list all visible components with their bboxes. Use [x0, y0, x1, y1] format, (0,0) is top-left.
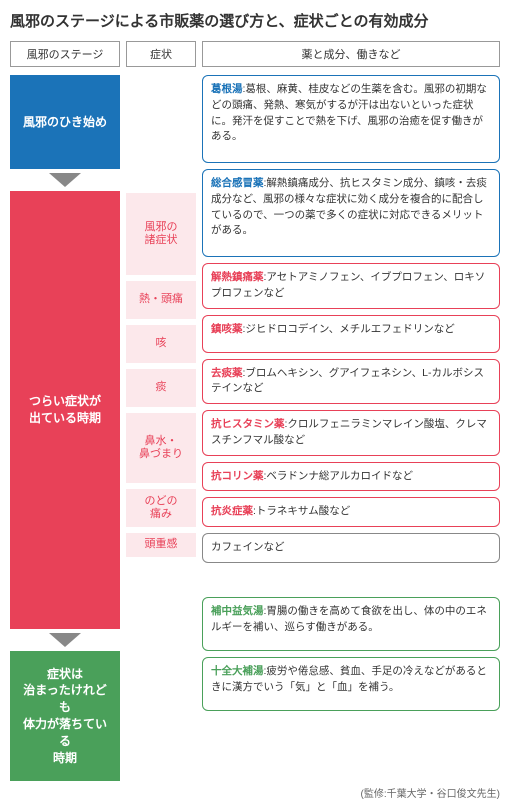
stage-box: 症状は 治まったけれども 体力が落ちている 時期	[10, 651, 120, 781]
medicine-name: 葛根湯	[211, 83, 243, 95]
column-headers: 風邪のステージ 症状 薬と成分、働きなど	[10, 41, 500, 67]
medicine-name: 補中益気湯	[211, 605, 264, 617]
medicine-desc: :トラネキサム酸など	[253, 505, 350, 517]
spacer	[202, 569, 500, 597]
symptom-box: 咳	[126, 325, 196, 363]
medicine-desc: :ジヒドロコデイン、メチルエフェドリンなど	[243, 323, 455, 335]
stage-box: つらい症状が 出ている時期	[10, 191, 120, 629]
arrow-down-icon	[49, 633, 81, 647]
spacer	[126, 75, 196, 169]
arrow-down-icon	[49, 173, 81, 187]
medicine-name: 抗ヒスタミン薬	[211, 418, 285, 430]
symptom-box: 鼻水・ 鼻づまり	[126, 413, 196, 483]
medicine-name: 去痰薬	[211, 367, 243, 379]
stage-box: 風邪のひき始め	[10, 75, 120, 169]
medicine-box: 解熱鎮痛薬:アセトアミノフェン、イブプロフェン、ロキソプロフェンなど	[202, 263, 500, 309]
spacer	[126, 563, 196, 723]
medicine-name: 十全大補湯	[211, 665, 264, 677]
medicine-desc: :ベラドンナ総アルカロイドなど	[264, 470, 414, 482]
credit-text: (監修:千葉大学・谷口俊文先生)	[10, 785, 500, 800]
medicine-box: 総合感冒薬:解熱鎮痛成分、抗ヒスタミン成分、鎮咳・去痰成分など、風邪の様々な症状…	[202, 169, 500, 257]
symptom-column: 風邪の 諸症状熱・頭痛咳痰鼻水・ 鼻づまりのどの 痛み頭重感	[126, 75, 196, 781]
stage-column: 風邪のひき始めつらい症状が 出ている時期症状は 治まったけれども 体力が落ちてい…	[10, 75, 120, 781]
spacer	[126, 169, 196, 193]
header-stage: 風邪のステージ	[10, 41, 120, 67]
symptom-box: 風邪の 諸症状	[126, 193, 196, 275]
medicine-column: 葛根湯:葛根、麻黄、桂皮などの生薬を含む。風邪の初期などの頭痛、発熱、寒気がする…	[202, 75, 500, 781]
medicine-box: 抗コリン薬:ベラドンナ総アルカロイドなど	[202, 462, 500, 492]
medicine-name: 抗炎症薬	[211, 505, 253, 517]
medicine-desc: :葛根、麻黄、桂皮などの生薬を含む。風邪の初期などの頭痛、発熱、寒気がするが汗は…	[211, 83, 487, 142]
medicine-box: 葛根湯:葛根、麻黄、桂皮などの生薬を含む。風邪の初期などの頭痛、発熱、寒気がする…	[202, 75, 500, 163]
medicine-desc: :ブロムヘキシン、グアイフェネシン、L-カルボシステインなど	[211, 367, 484, 395]
medicine-box: カフェインなど	[202, 533, 500, 563]
medicine-box: 十全大補湯:疲労や倦怠感、貧血、手足の冷えなどがあるときに漢方でいう「気」と「血…	[202, 657, 500, 711]
medicine-name: 鎮咳薬	[211, 323, 243, 335]
symptom-box: 頭重感	[126, 533, 196, 557]
header-med: 薬と成分、働きなど	[202, 41, 500, 67]
symptom-box: 痰	[126, 369, 196, 407]
header-symptom: 症状	[126, 41, 196, 67]
symptom-box: のどの 痛み	[126, 489, 196, 527]
medicine-name: 解熱鎮痛薬	[211, 271, 264, 283]
medicine-box: 抗炎症薬:トラネキサム酸など	[202, 497, 500, 527]
medicine-box: 抗ヒスタミン薬:クロルフェニラミンマレイン酸塩、クレマスチンフマル酸など	[202, 410, 500, 456]
medicine-name: 総合感冒薬	[211, 177, 264, 189]
medicine-box: 補中益気湯:胃腸の働きを高めて食欲を出し、体の中のエネルギーを補い、巡らす働きが…	[202, 597, 500, 651]
medicine-box: 鎮咳薬:ジヒドロコデイン、メチルエフェドリンなど	[202, 315, 500, 353]
page-title: 風邪のステージによる市販薬の選び方と、症状ごとの有効成分	[10, 10, 500, 31]
symptom-box: 熱・頭痛	[126, 281, 196, 319]
medicine-name: 抗コリン薬	[211, 470, 264, 482]
medicine-box: 去痰薬:ブロムヘキシン、グアイフェネシン、L-カルボシステインなど	[202, 359, 500, 405]
